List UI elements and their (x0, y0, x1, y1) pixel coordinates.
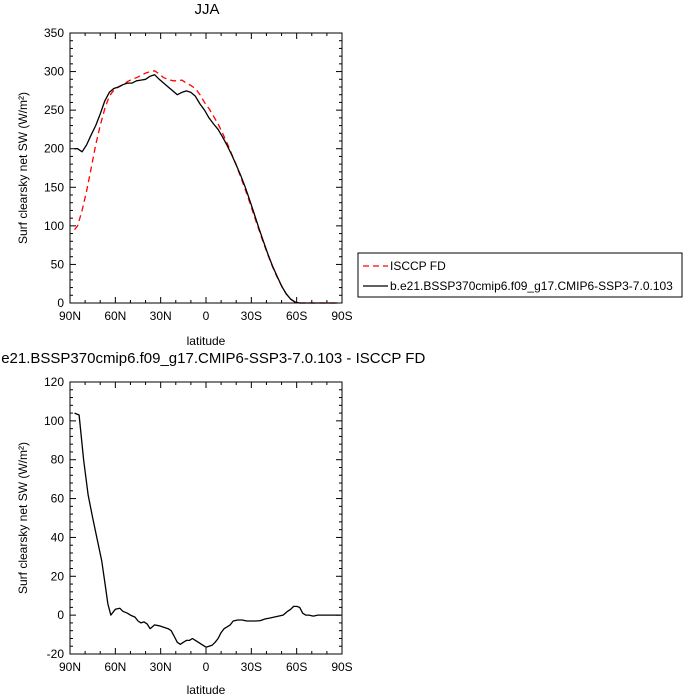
series-line-0 (73, 70, 338, 304)
y-tick-label: -20 (47, 647, 65, 661)
plot-frame (69, 32, 343, 304)
x-tick-label: 60N (104, 660, 126, 674)
x-tick-label: 0 (203, 660, 210, 674)
series-line-0 (74, 412, 341, 648)
y-tick-label: 150 (44, 180, 64, 194)
x-tick-label: 0 (203, 309, 210, 323)
legend-frame (357, 252, 683, 298)
plot-frame (69, 381, 343, 655)
legend: ISCCP FD b.e21.BSSP370cmip6.f09_g17.CMIP… (357, 252, 683, 298)
x-tick-labels: 90N 60N 30N 0 30S 60S 90S (59, 660, 353, 674)
chart-title: b.e21.BSSP370cmip6.f09_g17.CMIP6-SSP3-7.… (0, 350, 425, 367)
y-axis-label: Surf clearsky net SW (W/m²) (16, 92, 30, 244)
y-tick-label: 300 (44, 65, 64, 79)
y-tick-label: 250 (44, 103, 64, 117)
legend-label-model: b.e21.BSSP370cmip6.f09_g17.CMIP6-SSP3-7.… (390, 279, 673, 293)
x-tick-labels: 90N 60N 30N 0 30S 60S 90S (59, 309, 353, 323)
y-tick-label: 120 (44, 375, 64, 389)
chart-jja: JJA 90N 60N 30N 0 30S 60S 90S 0 50 100 150 200 250 3… (16, 1, 683, 348)
x-tick-label: 90N (59, 660, 81, 674)
y-tick-labels: 0 50 100 150 200 250 300 350 (44, 26, 64, 310)
series-line-1 (74, 74, 338, 304)
chart-difference: b.e21.BSSP370cmip6.f09_g17.CMIP6-SSP3-7.… (0, 350, 425, 697)
y-tick-labels: -20 0 20 40 60 80 100 120 (44, 375, 64, 661)
y-tick-label: 40 (51, 530, 65, 544)
x-tick-label: 90S (331, 660, 352, 674)
x-tick-label: 30S (241, 660, 262, 674)
y-tick-label: 200 (44, 142, 64, 156)
y-tick-label: 0 (57, 608, 64, 622)
y-tick-label: 50 (51, 257, 65, 271)
y-axis-label: Surf clearsky net SW (W/m²) (16, 442, 30, 594)
x-axis-label: latitude (187, 334, 226, 348)
x-tick-label: 30S (241, 309, 262, 323)
y-tick-label: 350 (44, 26, 64, 40)
x-tick-label: 60N (104, 309, 126, 323)
y-tick-label: 20 (51, 569, 65, 583)
series-group (74, 412, 341, 648)
x-tick-label: 30N (150, 309, 172, 323)
y-tick-label: 0 (57, 296, 64, 310)
y-tick-label: 100 (44, 219, 64, 233)
legend-label-isccp: ISCCP FD (390, 259, 446, 273)
series-group (73, 70, 338, 304)
y-tick-label: 80 (51, 453, 65, 467)
x-tick-label: 30N (150, 660, 172, 674)
x-tick-label: 90S (331, 309, 352, 323)
x-tick-label: 60S (286, 660, 307, 674)
x-tick-label: 60S (286, 309, 307, 323)
y-tick-label: 60 (51, 492, 65, 506)
axis-ticks (69, 32, 343, 304)
chart-title: JJA (194, 1, 219, 18)
x-axis-label: latitude (187, 683, 226, 697)
x-tick-label: 90N (59, 309, 81, 323)
y-tick-label: 100 (44, 414, 64, 428)
